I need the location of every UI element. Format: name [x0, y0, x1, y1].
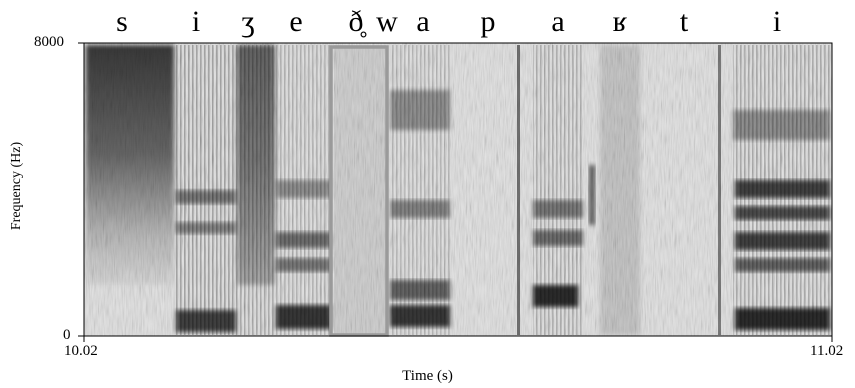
highlight-box — [329, 45, 389, 337]
phone-label: s — [116, 5, 128, 38]
spectrogram-image — [84, 43, 832, 336]
x-tick-start: 10.02 — [64, 343, 98, 359]
phone-label: ʒ — [241, 5, 255, 38]
phone-label: i — [772, 5, 782, 38]
plot-frame — [83, 42, 833, 337]
phone-label: w — [376, 5, 398, 38]
y-tick-min: 0 — [63, 327, 71, 343]
phone-label: a — [551, 5, 565, 38]
phone-label: ʁ — [612, 5, 628, 38]
y-tick-max: 8000 — [34, 34, 64, 50]
phone-label: i — [191, 5, 201, 38]
x-axis-label: Time (s) — [402, 368, 453, 384]
phone-label: e — [289, 5, 303, 38]
phone-label: a — [416, 5, 430, 38]
y-axis-label: Frequency (Hz) — [9, 141, 24, 231]
phone-label: ð̥ — [348, 5, 364, 38]
phone-label: p — [480, 5, 496, 38]
phone-label: t — [679, 5, 689, 38]
x-tick-end: 11.02 — [810, 343, 844, 359]
